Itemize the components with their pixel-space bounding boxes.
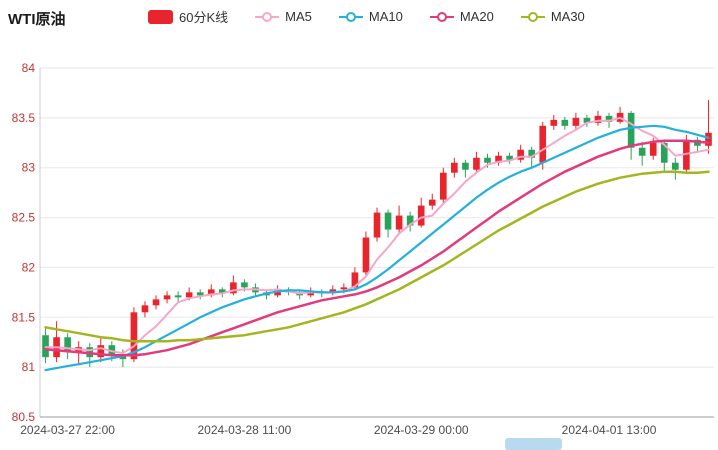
legend-item-ma20[interactable]: MA20 [429,9,494,24]
line-legend-icon [338,11,363,23]
candle-body [484,157,491,163]
candle-body [218,289,226,294]
candle-body [64,337,71,353]
candle-body [506,155,513,160]
legend-label: MA10 [368,9,403,24]
candle-body [196,292,204,296]
candlestick-legend-icon [148,9,173,24]
candle-body [373,212,381,238]
candle-body [230,282,237,294]
ma30-line [44,170,710,343]
legend-label: MA5 [285,9,312,24]
candle-body [672,162,679,170]
candle-body [97,345,105,358]
candle-body [384,212,392,230]
candle-body [594,115,602,123]
candle-body [207,289,215,296]
candle-body [163,295,171,300]
y-axis-label: 80.5 [12,410,36,424]
line-legend-icon [520,11,545,23]
candle-body [406,215,414,226]
candle-body [395,215,403,230]
legend-label: MA20 [459,9,494,24]
candle-body [152,299,160,306]
legend-item-ma10[interactable]: MA10 [338,9,403,24]
candle-body [439,172,447,200]
chart-title: WTI原油 [8,11,66,28]
legend-dot-mark [345,11,356,22]
candle-body [561,119,569,126]
candle-body [495,155,502,163]
candle-body [174,295,182,298]
legend-item-ma5[interactable]: MA5 [255,9,312,24]
y-axis-label: 81 [22,360,36,374]
candle-body [185,292,193,298]
y-axis-label: 84 [22,61,36,75]
legend-item-kline[interactable]: 60分K线 [148,7,228,26]
ma5-line [44,116,710,355]
legend-dot-mark [527,11,538,22]
candle-body [539,125,547,163]
candle-body [130,312,138,360]
candle-body [141,305,149,313]
candle-body [638,147,646,156]
candle-body [705,132,712,146]
legend-dot-mark [436,11,447,22]
candle-body [528,149,536,158]
candle-body [428,199,436,206]
candle-body [627,112,635,148]
candle-body [417,205,425,226]
candle-body [462,162,469,170]
horizontal-scrollbar-thumb[interactable] [505,438,562,450]
candle-body [572,117,580,126]
candle-body [550,119,558,126]
line-legend-icon [429,11,454,23]
y-axis-label: 82 [22,260,36,274]
candle-body [351,272,359,288]
y-axis-label: 81.5 [12,310,36,324]
candle-body [362,237,370,273]
candle-body [517,149,524,160]
candle-body [473,157,480,170]
x-axis-label: 2024-03-28 11:00 [197,423,291,437]
candle-body [583,117,591,123]
y-axis-label: 83 [22,161,36,175]
y-axis-label: 82.5 [12,211,36,225]
legend-label: 60分K线 [179,10,229,25]
candle-body [649,142,657,156]
ma20-line [44,139,710,357]
candle-body [660,142,668,163]
legend-dot-mark [262,11,273,22]
ma10-line [44,124,710,372]
candle-body [451,162,458,173]
x-axis-label: 2024-04-01 13:00 [562,423,657,437]
chart-legend: 60分K线 MA5 MA10 MA20 MA30 [148,7,585,26]
legend-item-ma30[interactable]: MA30 [520,9,585,24]
legend-label: MA30 [550,9,585,24]
candle-body [605,115,613,122]
candle-body [241,282,248,288]
candle-body [340,287,348,290]
x-axis-label: 2024-03-29 00:00 [374,423,469,437]
x-axis-label: 2024-03-27 22:00 [20,423,115,437]
line-legend-icon [255,11,280,23]
y-axis-label: 83.5 [12,111,36,125]
